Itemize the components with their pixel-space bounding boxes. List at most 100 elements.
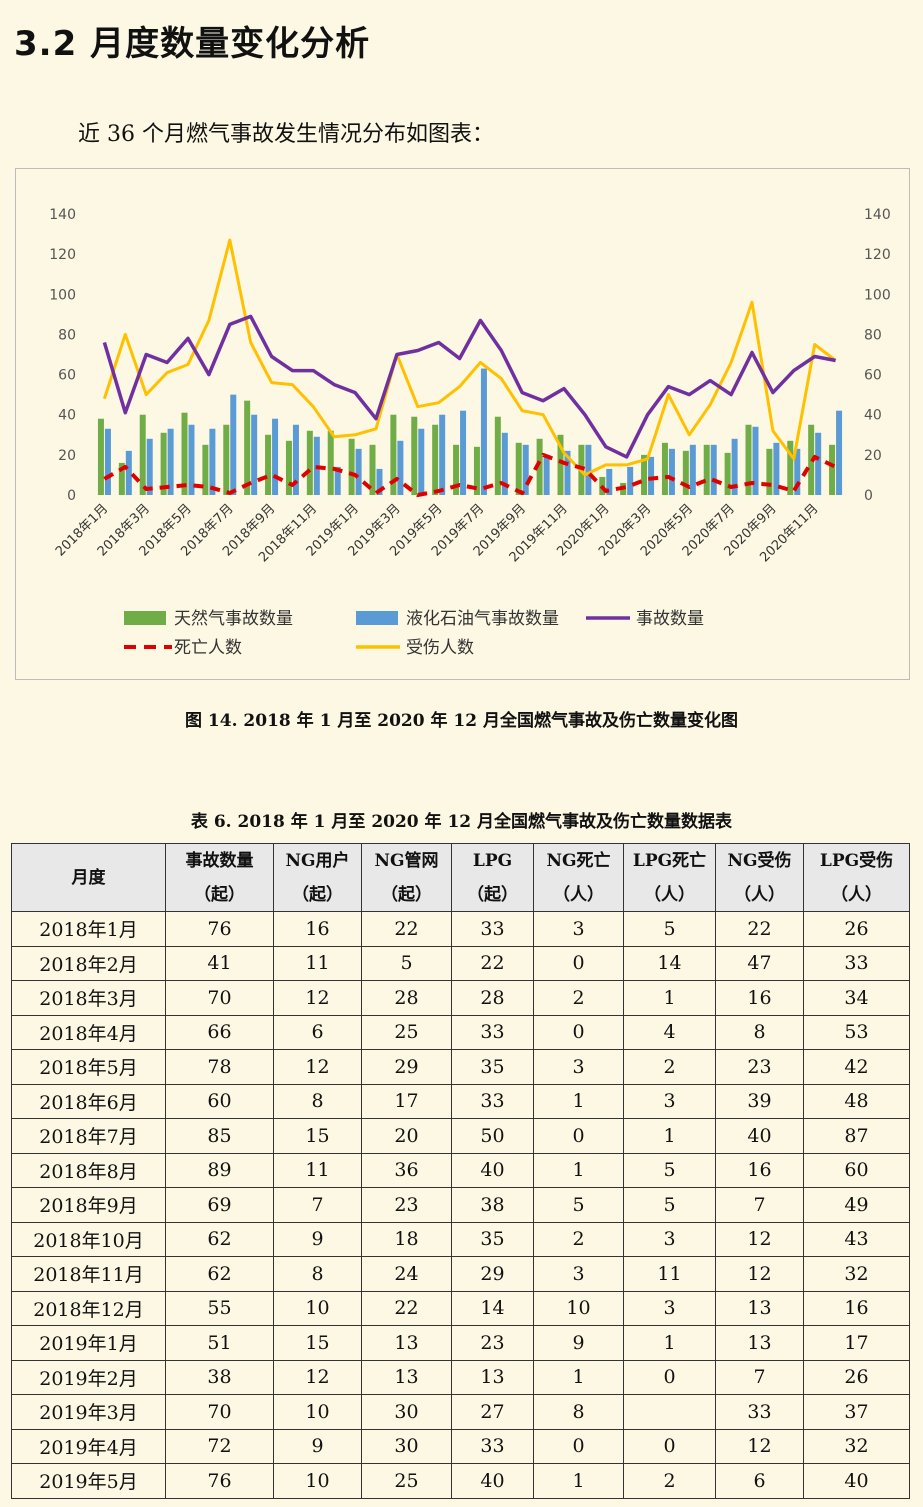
ng-bar [453, 444, 460, 495]
section-heading: 3.2 月度数量变化分析 [14, 24, 371, 64]
lpg-bar [815, 432, 822, 495]
table-cell: 25 [361, 1463, 452, 1499]
table-cell: 2 [623, 1049, 716, 1085]
column-header-label: LPG [472, 850, 513, 871]
table-cell: 22 [361, 1290, 452, 1326]
column-header-label: 月度 [71, 867, 106, 888]
table-cell: 10 [273, 1290, 362, 1326]
table-cell: 76 [165, 1463, 274, 1499]
chart-container: 0 20 40 60 80 100 120 140 0 20 40 60 80 100 120 140 2018… [15, 168, 910, 680]
table-cell: 16 [803, 1290, 910, 1326]
ng-bar [432, 424, 439, 495]
table-cell: 0 [623, 1359, 716, 1395]
table-cell: 33 [451, 1083, 534, 1119]
table-cell: 50 [451, 1118, 534, 1154]
table-cell: 43 [803, 1221, 910, 1257]
table-cell: 8 [533, 1394, 624, 1430]
table-row: 2018年5月 78 12 29 35 3 2 23 42 [11, 1049, 910, 1085]
ng-bar [557, 434, 564, 495]
table-cell: 33 [451, 1428, 534, 1464]
lpg-bar [752, 426, 759, 495]
column-header-unit: （人） [734, 884, 785, 905]
table-cell: 0 [533, 945, 624, 981]
table-cell: 26 [803, 911, 910, 947]
column-header-unit: （起） [381, 884, 432, 905]
table-cell: 13 [361, 1359, 452, 1395]
table-row: 2018年6月 60 8 17 33 1 3 39 48 [11, 1083, 910, 1119]
lpg-bar [710, 444, 717, 495]
table-cell: 28 [361, 980, 452, 1016]
table-cell: 62 [165, 1221, 274, 1257]
table-cell: 42 [803, 1049, 910, 1085]
y-tick-label: 120 [49, 247, 76, 263]
ng-bar [766, 448, 773, 495]
table-cell: 9 [533, 1325, 624, 1361]
table-cell: 3 [623, 1221, 716, 1257]
column-header-label: NG用户 [285, 850, 350, 871]
table-cell: 11 [273, 1152, 362, 1188]
month-cell: 2018年8月 [11, 1152, 166, 1188]
lpg-bar [355, 448, 362, 495]
table-cell: 32 [803, 1256, 910, 1292]
lpg-bar [334, 466, 341, 495]
month-cell: 2019年4月 [11, 1428, 166, 1464]
table-cell: 22 [451, 945, 534, 981]
ng-bar [348, 438, 355, 495]
ng-bar [536, 438, 543, 495]
table-cell: 34 [803, 980, 910, 1016]
table-header-row: 月度 事故数量 （起） NG用户 （起） NG管网 （起） LPG （起） NG死亡 （人） LPG死… [11, 843, 910, 912]
ng-bar [494, 416, 501, 495]
ng-bar [327, 430, 334, 495]
table-cell: 3 [623, 1290, 716, 1326]
month-cell: 2019年2月 [11, 1359, 166, 1395]
ng-bar [285, 440, 292, 495]
table-cell: 5 [533, 1187, 624, 1223]
table-row: 2018年7月 85 15 20 50 0 1 40 87 [11, 1118, 910, 1154]
table-cell: 35 [451, 1049, 534, 1085]
ng-bar [682, 450, 689, 495]
y-tick-label: 60 [58, 368, 76, 384]
table-cell: 10 [273, 1394, 362, 1430]
lpg-bar [689, 444, 696, 495]
table-cell: 20 [361, 1118, 452, 1154]
month-cell: 2018年5月 [11, 1049, 166, 1085]
y-tick-label: 40 [58, 408, 76, 424]
table-row: 2019年4月 72 9 30 33 0 0 12 32 [11, 1428, 910, 1464]
table-cell: 9 [273, 1221, 362, 1257]
ng-bar [181, 412, 188, 495]
lpg-bar [794, 448, 801, 495]
table-cell: 12 [715, 1428, 804, 1464]
lpg-bar [251, 414, 258, 495]
column-header: 月度 [11, 843, 166, 912]
table-cell: 69 [165, 1187, 274, 1223]
table-cell: 10 [533, 1290, 624, 1326]
table-cell: 2 [533, 1221, 624, 1257]
table-row: 2018年8月 89 11 36 40 1 5 16 60 [11, 1152, 910, 1188]
table-row: 2019年5月 76 10 25 40 1 2 6 40 [11, 1463, 910, 1499]
table-cell: 16 [715, 980, 804, 1016]
table-cell: 13 [361, 1325, 452, 1361]
lpg-bar [230, 394, 237, 495]
lpg-bar [209, 428, 216, 495]
table-row: 2018年9月 69 7 23 38 5 5 7 49 [11, 1187, 910, 1223]
lpg-bar [731, 438, 738, 495]
table-cell: 14 [451, 1290, 534, 1326]
lpg-bar [125, 450, 132, 495]
table-cell: 7 [273, 1187, 362, 1223]
column-header-unit: （人） [553, 884, 604, 905]
table-row: 2018年1月 76 16 22 33 3 5 22 26 [11, 911, 910, 947]
y2-tick-label: 100 [864, 287, 891, 303]
table-cell: 33 [803, 945, 910, 981]
month-cell: 2018年10月 [11, 1221, 166, 1257]
table-cell: 36 [361, 1152, 452, 1188]
table-cell: 3 [623, 1083, 716, 1119]
lpg-bar [668, 448, 675, 495]
table-cell: 72 [165, 1428, 274, 1464]
table-cell: 11 [273, 945, 362, 981]
lpg-bar [167, 428, 174, 495]
column-header: NG管网 （起） [361, 843, 452, 912]
intro-paragraph: 近 36 个月燃气事故发生情况分布如图表： [78, 122, 494, 147]
column-header-label: NG受伤 [727, 850, 792, 871]
month-cell: 2018年6月 [11, 1083, 166, 1119]
lpg-bar [376, 468, 383, 495]
